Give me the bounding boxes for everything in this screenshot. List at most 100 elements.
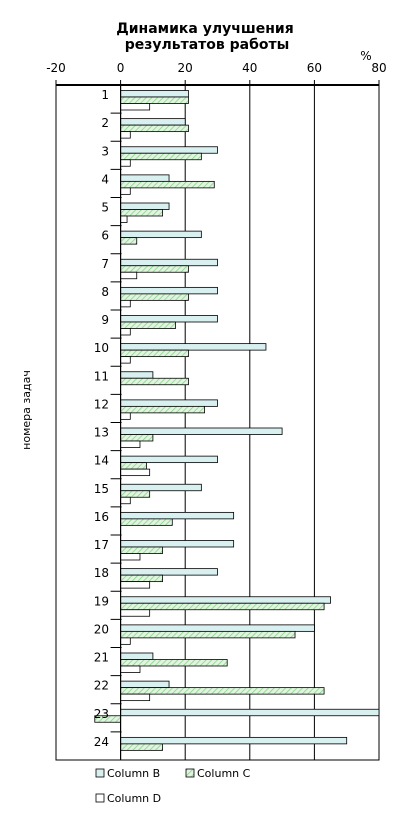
bar-column-c-12 <box>120 405 205 414</box>
bar-column-b-4 <box>120 174 170 182</box>
category-label: 7 <box>101 257 109 271</box>
bar-column-b-6 <box>120 230 202 239</box>
category-label: 2 <box>101 116 109 130</box>
bar-column-c-22 <box>120 687 325 695</box>
category-label: 19 <box>94 594 109 608</box>
bar-column-d-12 <box>120 412 131 420</box>
bar-column-c-1 <box>120 96 189 104</box>
bar-column-c-5 <box>120 209 163 217</box>
category-label: 15 <box>94 482 109 496</box>
bar-column-b-22 <box>120 680 170 689</box>
legend-swatch <box>95 768 105 778</box>
bar-column-d-18 <box>120 581 151 589</box>
bar-column-c-7 <box>120 265 189 273</box>
bar-column-c-9 <box>120 321 176 329</box>
legend-label: Column B <box>107 767 160 780</box>
bar-column-d-10 <box>120 356 131 364</box>
bar-column-c-6 <box>120 237 138 245</box>
bar-column-b-7 <box>120 258 218 267</box>
bar-column-b-12 <box>120 399 218 407</box>
bar-column-b-8 <box>120 286 218 295</box>
bar-column-d-17 <box>120 553 141 561</box>
x-tick-label: 80 <box>371 61 386 75</box>
bar-column-c-11 <box>120 377 189 386</box>
category-label: 13 <box>94 426 109 440</box>
bar-column-c-16 <box>120 518 173 526</box>
x-tick-label: 40 <box>242 61 257 75</box>
chart-title-line-1: Динамика улучшения <box>116 21 293 37</box>
category-label: 24 <box>94 735 109 749</box>
bar-column-c-19 <box>120 602 325 611</box>
bar-column-d-7 <box>120 271 138 280</box>
category-label: 14 <box>94 454 109 468</box>
bar-column-b-16 <box>120 511 235 520</box>
bar-column-d-19 <box>120 609 151 617</box>
category-label: 1 <box>101 88 109 102</box>
bar-column-b-18 <box>120 568 218 576</box>
bar-column-d-3 <box>120 159 131 167</box>
bar-column-b-2 <box>120 118 186 126</box>
legend-swatch <box>185 768 195 778</box>
x-tick-label: 60 <box>307 61 322 75</box>
bar-column-c-20 <box>120 630 296 639</box>
legend-swatch <box>95 793 105 803</box>
bar-column-c-13 <box>120 434 154 442</box>
plot-area: -20 0 20 40 60 801234567891011121314151617181… <box>46 61 387 761</box>
category-label: 22 <box>94 679 109 693</box>
bar-column-b-1 <box>120 90 189 98</box>
bar-column-d-4 <box>120 187 131 195</box>
bar-column-b-15 <box>120 483 202 492</box>
bar-column-b-20 <box>120 624 315 632</box>
bar-column-c-3 <box>120 152 202 161</box>
bar-column-c-15 <box>120 490 151 498</box>
category-label: 9 <box>101 313 109 327</box>
bar-column-b-9 <box>120 315 218 323</box>
legend-label: Column C <box>197 767 251 780</box>
chart-title-line-2: результатов работы <box>125 37 290 53</box>
bar-column-b-3 <box>120 146 218 154</box>
category-label: 8 <box>101 285 109 299</box>
bar-column-d-14 <box>120 468 151 477</box>
bar-column-b-10 <box>120 343 267 351</box>
bar-column-c-8 <box>120 293 189 301</box>
bar-column-c-24 <box>120 743 163 751</box>
bar-column-d-22 <box>120 693 151 702</box>
legend-label: Column D <box>107 792 161 805</box>
bar-column-c-18 <box>120 574 163 583</box>
category-label: 20 <box>94 622 109 636</box>
bar-column-c-10 <box>120 349 189 358</box>
category-label: 4 <box>101 172 109 186</box>
x-tick-label: 0 <box>117 61 125 75</box>
bar-column-c-17 <box>120 546 163 554</box>
category-label: 23 <box>94 707 109 721</box>
category-label: 5 <box>101 201 109 215</box>
bar-column-d-8 <box>120 299 131 308</box>
y-axis-label: номера задач <box>20 370 33 450</box>
bar-column-b-19 <box>120 596 331 604</box>
bar-column-d-15 <box>120 496 131 505</box>
bar-column-b-17 <box>120 540 235 548</box>
bar-column-c-14 <box>120 462 147 470</box>
category-label: 18 <box>94 566 109 580</box>
bar-column-d-21 <box>120 665 141 673</box>
bar-column-d-5 <box>120 215 128 223</box>
category-label: 3 <box>101 144 109 158</box>
category-label: 10 <box>94 341 109 355</box>
bar-column-d-13 <box>120 440 141 448</box>
bar-column-d-2 <box>120 131 131 139</box>
bar-column-b-24 <box>120 736 348 745</box>
category-label: 11 <box>94 369 109 383</box>
bar-column-d-9 <box>120 328 131 336</box>
category-label: 17 <box>94 538 109 552</box>
bar-column-b-23 <box>120 708 380 717</box>
bar-column-b-13 <box>120 427 283 435</box>
bar-column-b-21 <box>120 652 154 660</box>
bar-column-c-21 <box>120 659 228 667</box>
category-label: 21 <box>94 651 109 665</box>
unit-label: % <box>360 49 371 63</box>
category-label: 12 <box>94 397 109 411</box>
bar-column-d-1 <box>120 103 151 111</box>
bar-column-d-20 <box>120 637 131 645</box>
bar-column-b-11 <box>120 371 154 379</box>
